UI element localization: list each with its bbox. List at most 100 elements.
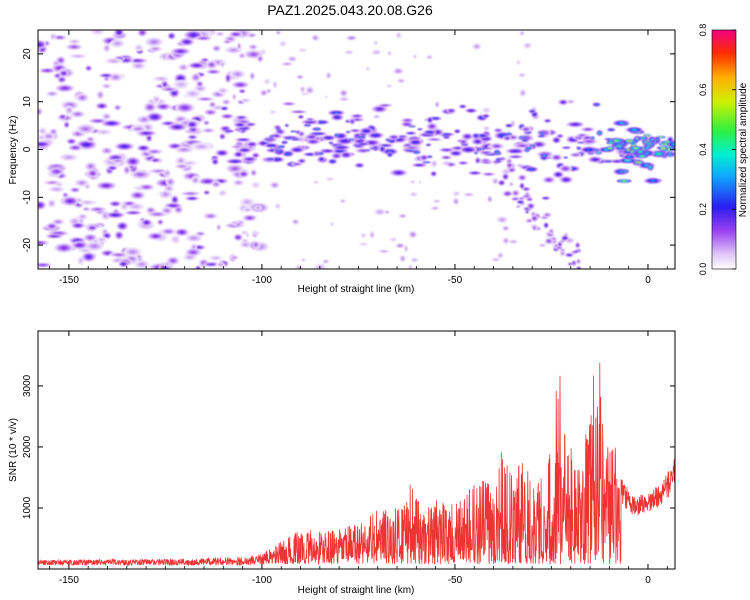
heatmap-cell	[581, 281, 584, 285]
heatmap-cell	[347, 51, 351, 53]
heatmap-cell	[432, 139, 437, 140]
heatmap-cell	[45, 70, 50, 72]
heatmap-cell	[214, 257, 218, 259]
heatmap-cell	[220, 152, 224, 154]
heatmap-cell	[73, 147, 77, 149]
heatmap-cell	[488, 153, 493, 155]
heatmap-cell	[401, 257, 404, 260]
heatmap-cell	[390, 140, 393, 142]
heatmap-cell	[315, 181, 317, 183]
heatmap-cell	[521, 32, 523, 34]
heatmap-cell	[410, 147, 414, 149]
heatmap-cell	[330, 142, 332, 144]
heatmap-cell	[625, 159, 630, 162]
heatmap-cell	[565, 147, 568, 148]
heatmap-cell	[174, 238, 177, 241]
heatmap-cell	[550, 230, 552, 232]
heatmap-cell	[325, 150, 330, 152]
heatmap-cell	[592, 137, 594, 139]
heatmap-cell	[463, 144, 466, 145]
heatmap-cell	[100, 105, 104, 107]
heatmap-cell	[237, 224, 240, 225]
heatmap-cell	[587, 140, 592, 143]
heatmap-cell	[382, 250, 386, 252]
heatmap-cell	[520, 198, 523, 199]
heatmap-cell	[295, 163, 299, 165]
heatmap-cell	[578, 147, 580, 149]
heatmap-cell	[173, 91, 176, 94]
heatmap-cell	[59, 59, 62, 62]
heatmap-cell	[262, 142, 267, 144]
heatmap-cell	[375, 51, 378, 53]
heatmap-cell	[309, 119, 312, 120]
heatmap-cell	[327, 74, 330, 77]
heatmap-cell	[64, 194, 67, 196]
heatmap-cell	[243, 149, 247, 151]
heatmap-cell	[56, 221, 60, 223]
heatmap-cell	[296, 111, 301, 113]
heatmap-cell	[475, 45, 478, 48]
heatmap-cell	[60, 78, 63, 81]
heatmap-cell	[241, 139, 246, 141]
heatmap-cell	[319, 153, 322, 155]
heatmap-cell	[87, 67, 90, 69]
heatmap-cell	[435, 131, 439, 134]
heatmap-cell	[619, 147, 622, 149]
heatmap-cell	[613, 140, 618, 142]
heatmap-cell	[537, 143, 541, 146]
snr-series-line	[38, 362, 675, 567]
heatmap-cell	[113, 203, 117, 205]
heatmap-cell	[237, 236, 240, 239]
heatmap-cell	[315, 128, 318, 130]
heatmap-cell	[194, 179, 197, 182]
colorbar-tick-label: 0.4	[698, 143, 708, 156]
heatmap-cell	[251, 75, 253, 77]
heatmap-cell	[531, 110, 534, 112]
heatmap-cell	[433, 118, 437, 119]
heatmap-cell	[245, 200, 249, 203]
heatmap-cell	[569, 263, 571, 265]
heatmap-cell	[609, 147, 612, 149]
heatmap-cell	[276, 205, 279, 207]
heatmap-cell	[224, 127, 227, 130]
heatmap-cell	[595, 104, 598, 106]
heatmap-cell	[166, 230, 171, 233]
heatmap-cell	[146, 126, 150, 129]
colorbar-tick-label: 0.2	[698, 203, 708, 216]
heatmap-cell	[405, 123, 409, 125]
heatmap-cell	[106, 252, 110, 254]
heatmap-cell	[50, 225, 54, 228]
heatmap-cell	[619, 170, 623, 173]
heatmap-cell	[537, 228, 540, 230]
heatmap-cell	[398, 34, 400, 37]
heatmap-cell	[466, 148, 471, 151]
heatmap-cell	[197, 246, 201, 248]
heatmap-cell	[221, 89, 225, 92]
heatmap-cell	[433, 162, 435, 165]
heatmap-cell	[649, 166, 652, 169]
heatmap-cell	[153, 48, 157, 50]
heatmap-cell	[383, 145, 388, 146]
heatmap-cell	[615, 160, 620, 162]
heatmap-cell	[291, 58, 294, 60]
heatmap-cell	[80, 259, 82, 262]
heatmap-cell	[225, 115, 229, 117]
heatmap-cell	[178, 50, 183, 53]
heatmap-cell	[505, 227, 507, 229]
heatmap-cell	[148, 106, 152, 109]
heatmap-cell	[578, 260, 580, 263]
heatmap-cell	[546, 214, 549, 216]
heatmap-cell	[545, 224, 547, 227]
heatmap-cell	[373, 148, 376, 149]
heatmap-cell	[237, 153, 240, 156]
heatmap-cell	[533, 227, 535, 229]
heatmap-cell	[562, 101, 565, 103]
heatmap-cell	[152, 40, 157, 43]
heatmap-cell	[203, 59, 206, 61]
heatmap-cell	[344, 154, 348, 156]
heatmap-cell	[164, 193, 168, 196]
heatmap-cell	[609, 140, 612, 142]
heatmap-cell	[182, 66, 185, 69]
heatmap-cell	[135, 60, 140, 62]
